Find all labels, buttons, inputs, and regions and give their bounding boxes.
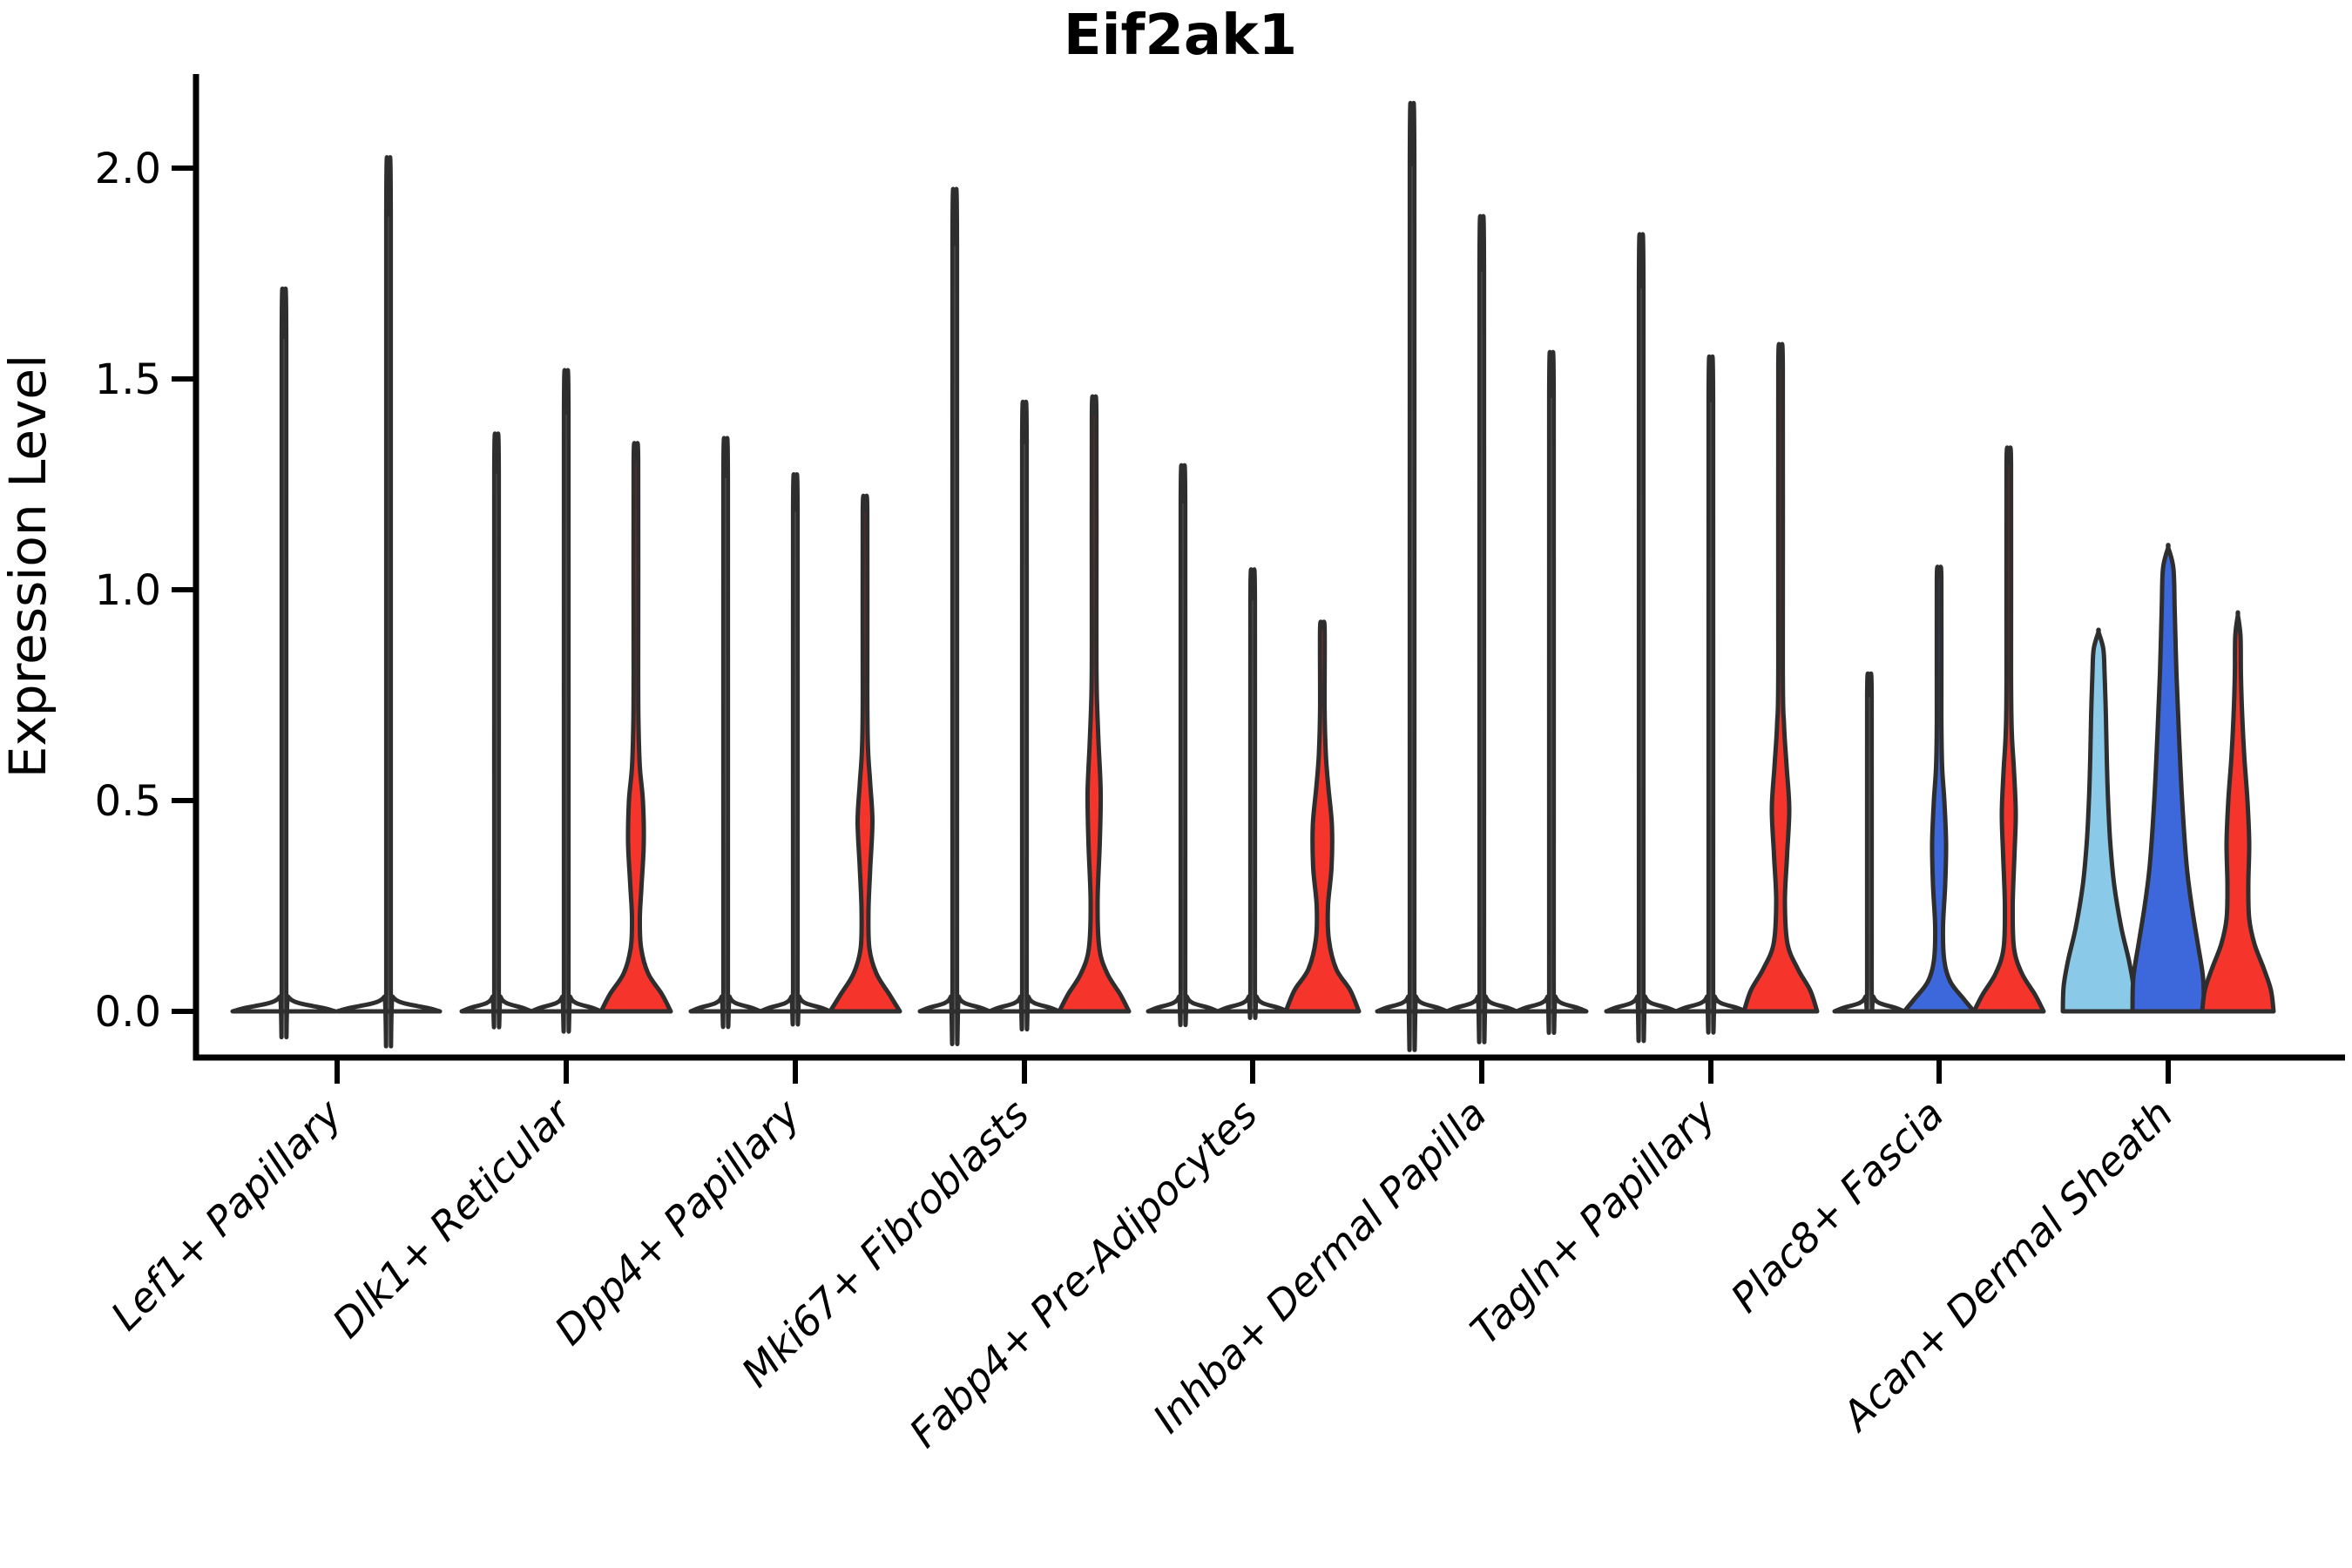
violin-blue [1902,564,1977,1014]
violin-blue [2130,543,2207,1014]
violin-outline [335,155,443,1049]
violin-outline [1146,463,1220,1028]
violin-red [1741,341,1820,1014]
y-tick-label: 1.5 [95,355,161,404]
violin-outline [1215,567,1290,1020]
violin-red [2200,610,2276,1014]
violin-red [1283,619,1362,1014]
violin-outline [1673,354,1748,1035]
violin-outline [1604,232,1679,1044]
violin-outline [459,431,534,1030]
y-tick-label: 2.0 [95,145,161,193]
y-tick-label: 0.0 [95,988,161,1037]
violin-outline [1514,349,1589,1035]
violin-lightblue [2060,627,2137,1014]
y-tick-label: 1.0 [95,566,161,615]
y-tick-label: 0.5 [95,777,161,826]
y-axis-label: Expression Level [0,355,57,778]
violin-outline [1375,100,1450,1052]
violin-red [1057,394,1132,1014]
violin-outline [1832,671,1907,1014]
violin-outline [688,436,763,1030]
violin-outline [230,287,338,1039]
violin-outline [917,186,992,1046]
violin-outline [987,399,1062,1032]
violin-outline [529,368,604,1034]
violin-red [598,441,673,1014]
violin-outline [1444,213,1519,1044]
violin-red [1971,445,2046,1014]
violin-red [828,493,902,1014]
violin-outline [758,472,833,1027]
plot-title: Eif2ak1 [1064,3,1297,68]
